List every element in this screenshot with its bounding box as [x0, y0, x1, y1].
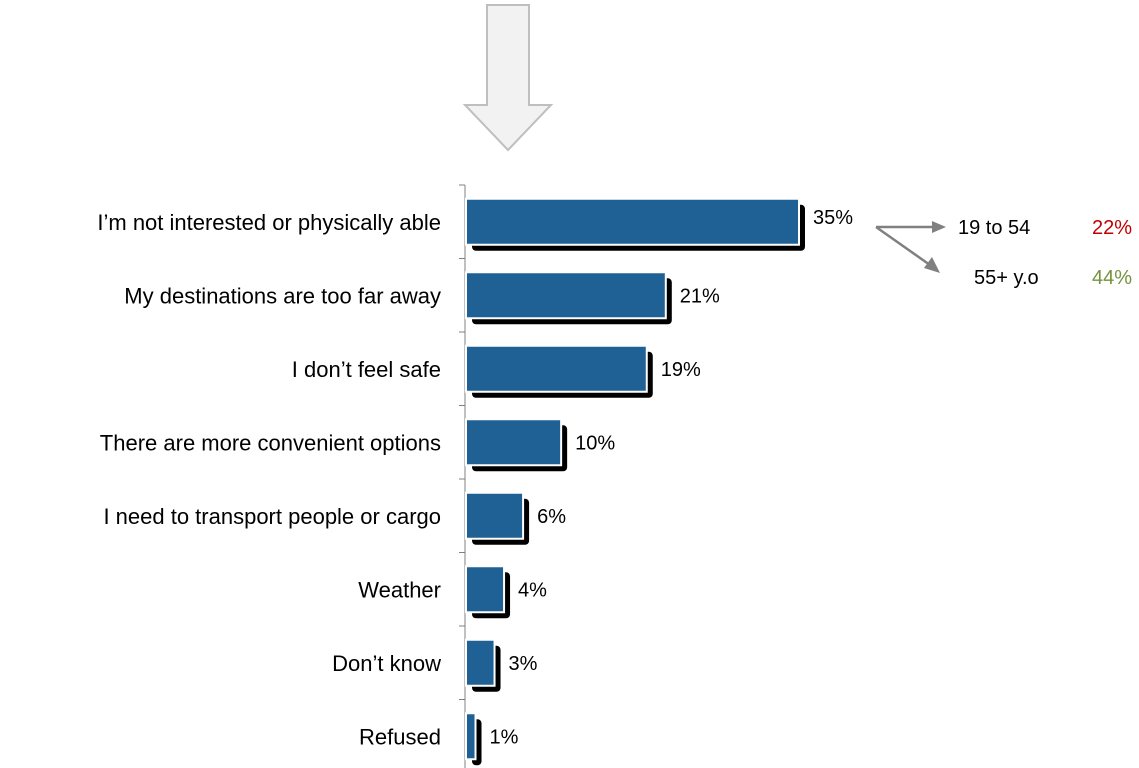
value-label: 6%: [537, 506, 566, 528]
callout-group-label-2: 55+ y.o: [974, 267, 1039, 289]
callout-group-label-1: 19 to 54: [958, 217, 1030, 239]
bar: [465, 197, 800, 246]
category-label: There are more convenient options: [100, 430, 441, 455]
category-label: I don’t feel safe: [292, 357, 441, 382]
callout-group-value-1: 22%: [1092, 217, 1132, 239]
bar: [465, 638, 496, 687]
value-label: 10%: [575, 432, 615, 454]
bar: [465, 418, 563, 467]
callout-arrow-lower: [875, 225, 931, 267]
category-label: I need to transport people or cargo: [103, 504, 441, 529]
category-label: Don’t know: [332, 651, 441, 676]
bar: [465, 565, 506, 614]
value-label: 19%: [661, 359, 701, 381]
value-label: 35%: [813, 207, 853, 229]
category-label: I’m not interested or physically able: [97, 210, 441, 235]
bar: [465, 712, 477, 761]
value-label: 21%: [680, 285, 720, 307]
bar: [465, 491, 525, 540]
category-label: My destinations are too far away: [124, 283, 441, 308]
callout-arrowhead-lower: [924, 257, 940, 273]
bar: [465, 344, 648, 393]
value-label: 1%: [490, 726, 519, 748]
callout-arrowhead-upper: [932, 221, 946, 233]
down-arrow-icon: [462, 4, 554, 152]
bar: [465, 271, 667, 320]
category-label: Weather: [358, 577, 441, 602]
value-label: 3%: [509, 653, 538, 675]
category-label: Refused: [359, 724, 441, 749]
callout-group-value-2: 44%: [1092, 267, 1132, 289]
value-label: 4%: [518, 579, 547, 601]
